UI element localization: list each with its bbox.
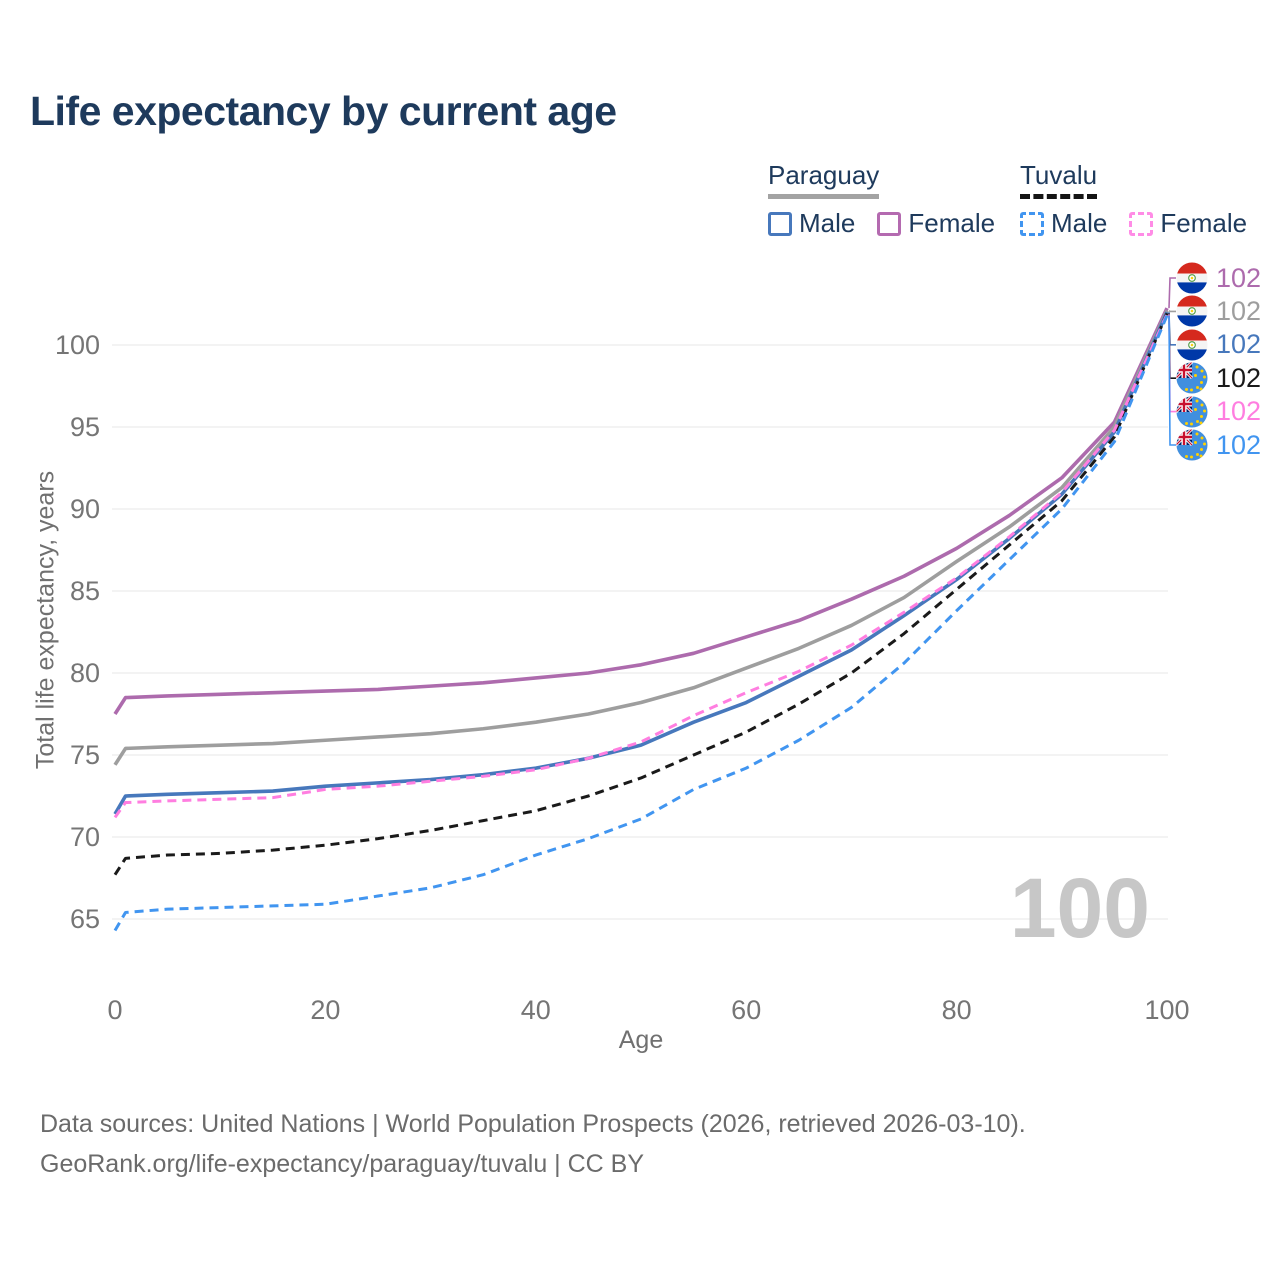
leader-line xyxy=(1168,315,1176,446)
y-tick-label: 85 xyxy=(70,576,100,606)
leader-line xyxy=(1168,277,1176,309)
footer: Data sources: United Nations | World Pop… xyxy=(40,1104,1026,1184)
x-tick-label: 80 xyxy=(942,995,972,1025)
end-label-row: 102 xyxy=(1176,294,1261,328)
tuvalu-flag-icon xyxy=(1176,429,1208,461)
end-label-value: 102 xyxy=(1216,262,1262,293)
x-tick-label: 20 xyxy=(310,995,340,1025)
series-line-paraguay-female xyxy=(113,307,1169,715)
end-label-value: 102 xyxy=(1216,329,1262,360)
legend-group-tuvalu: Tuvalu Male Female xyxy=(1020,160,1247,239)
end-label-value: 102 xyxy=(1216,295,1262,326)
tuvalu-flag-icon xyxy=(1176,362,1208,394)
legend-label: Female xyxy=(1160,208,1248,238)
y-tick-label: 90 xyxy=(70,494,100,524)
end-label-value: 102 xyxy=(1216,362,1262,393)
legend-group-paraguay: Paraguay Male Female xyxy=(768,160,995,239)
footer-attribution: GeoRank.org/life-expectancy/paraguay/tuv… xyxy=(40,1150,645,1178)
leader-line xyxy=(1168,314,1176,413)
end-label-row: 102 xyxy=(1176,395,1261,429)
y-tick-label: 95 xyxy=(70,412,100,442)
y-tick-label: 70 xyxy=(70,822,100,852)
x-axis-title: Age xyxy=(618,1026,664,1054)
tuvalu-male-swatch-icon xyxy=(1020,211,1044,236)
paraguay-flag-icon xyxy=(1176,329,1208,361)
end-label-row: 102 xyxy=(1176,328,1261,362)
end-label-row: 102 xyxy=(1176,261,1261,295)
legend-label: Female xyxy=(908,208,996,238)
x-tick-label: 100 xyxy=(1144,995,1189,1025)
age-indicator: 100 xyxy=(1009,861,1150,955)
x-tick-label: 40 xyxy=(521,995,551,1025)
legend-item-paraguay-male[interactable]: Male xyxy=(768,208,855,239)
end-label-value: 102 xyxy=(1216,429,1262,460)
end-label-value: 102 xyxy=(1216,396,1262,427)
legend-item-tuvalu-female[interactable]: Female xyxy=(1129,208,1247,239)
paraguay-flag-icon xyxy=(1176,262,1208,294)
legend-item-paraguay-female[interactable]: Female xyxy=(877,208,995,239)
footer-sources: Data sources: United Nations | World Pop… xyxy=(40,1110,1026,1138)
y-tick-label: 65 xyxy=(70,904,100,934)
y-tick-label: 100 xyxy=(55,330,100,360)
series-line-tuvalu-female xyxy=(113,313,1169,819)
y-tick-label: 75 xyxy=(70,740,100,770)
legend-country-tuvalu[interactable]: Tuvalu xyxy=(1020,160,1098,199)
leader-line xyxy=(1168,313,1176,380)
y-axis-title: Total life expectancy, years xyxy=(31,470,60,770)
tuvalu-female-swatch-icon xyxy=(1129,211,1154,236)
legend-label: Male xyxy=(1051,208,1108,238)
end-label-row: 102 xyxy=(1176,428,1261,462)
tuvalu-flag-icon xyxy=(1176,396,1208,428)
y-tick-label: 80 xyxy=(70,658,100,688)
legend: Paraguay Male Female Tuvalu Male xyxy=(768,160,1247,239)
paraguay-flag-icon xyxy=(1176,295,1208,327)
page-title: Life expectancy by current age xyxy=(30,88,617,134)
paraguay-male-swatch-icon xyxy=(768,211,792,236)
series-line-tuvalu-both-sexes- xyxy=(113,312,1169,876)
leader-line xyxy=(1168,312,1176,346)
paraguay-female-swatch-icon xyxy=(877,211,902,236)
legend-label: Male xyxy=(799,208,856,238)
leader-line xyxy=(1168,309,1176,313)
x-tick-label: 60 xyxy=(731,995,761,1025)
end-label-row: 102 xyxy=(1176,361,1261,395)
x-tick-label: 0 xyxy=(107,995,122,1025)
series-line-paraguay-both-sexes- xyxy=(113,309,1169,766)
legend-country-paraguay[interactable]: Paraguay xyxy=(768,160,880,199)
legend-item-tuvalu-male[interactable]: Male xyxy=(1020,208,1107,239)
series-line-paraguay-male xyxy=(113,311,1169,815)
series-line-tuvalu-male xyxy=(113,314,1169,932)
